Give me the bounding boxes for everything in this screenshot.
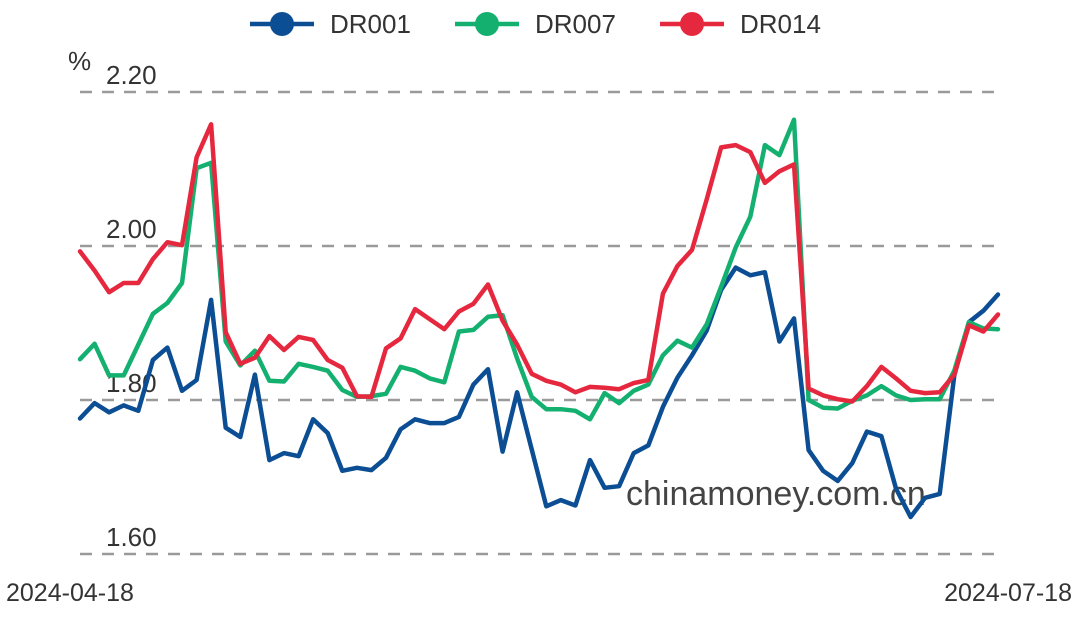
x-axis-start-date: 2024-04-18	[6, 579, 134, 607]
legend-item-dr014: DR014	[660, 9, 821, 39]
legend-label: DR007	[535, 9, 616, 39]
y-tick-label: 2.20	[106, 60, 157, 90]
legend-item-dr001: DR001	[250, 9, 411, 39]
series-line-dr007	[77, 117, 1001, 422]
watermark-text: chinamoney.com.cn	[626, 475, 926, 513]
legend-item-dr007: DR007	[455, 9, 616, 39]
legend-swatch-marker	[475, 12, 499, 36]
chart-legend: DR001 DR007 DR014	[250, 9, 821, 39]
y-axis-unit-label: %	[68, 46, 91, 76]
x-axis-end-date: 2024-07-18	[944, 579, 1072, 607]
series-line-dr014	[77, 122, 1001, 404]
series-line-dr001	[77, 265, 1001, 520]
legend-label: DR014	[740, 9, 821, 39]
legend-swatch-marker	[680, 12, 704, 36]
series-lines	[77, 117, 1001, 520]
y-tick-label: 1.60	[106, 522, 157, 552]
legend-label: DR001	[330, 9, 411, 39]
y-tick-label: 2.00	[106, 214, 157, 244]
y-axis-tick-labels: 2.202.001.801.60	[106, 60, 157, 552]
legend-swatch-marker	[270, 12, 294, 36]
